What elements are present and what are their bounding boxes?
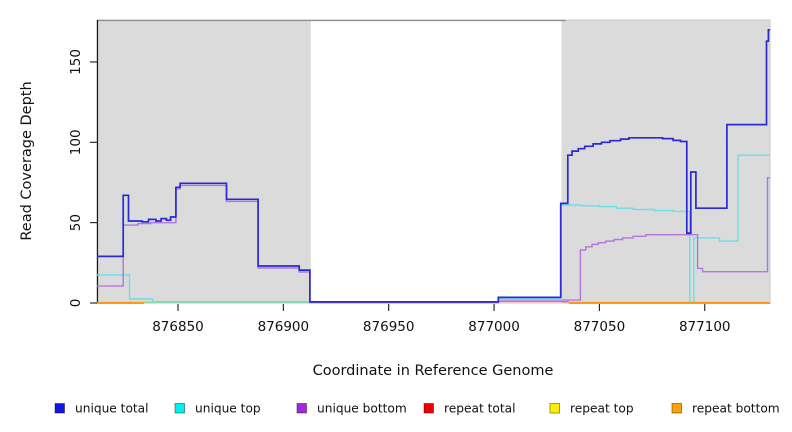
series-unique-total [97,28,771,303]
y-tick-label: 0 [68,299,84,308]
y-tick-label: 100 [68,129,84,155]
legend-label-unique-bottom: unique bottom [317,402,407,416]
x-tick-label: 876950 [363,319,415,335]
legend: unique total unique top unique bottom repea… [54,402,780,416]
x-tick-label: 877100 [679,319,731,335]
legend-label-unique-top: unique top [195,402,261,416]
legend-label-repeat-total: repeat total [444,402,515,416]
legend-swatch-repeat-bottom [671,403,682,414]
y-axis-title: Read Coverage Depth [19,81,35,240]
x-tick-label: 877000 [468,319,520,335]
legend-swatch-repeat-top [549,403,560,414]
x-tick-label: 876900 [258,319,310,335]
y-tick-label: 150 [68,49,84,75]
x-tick-label: 876850 [152,319,204,335]
gap-region [310,20,562,303]
legend-label-repeat-top: repeat top [570,402,634,416]
plot-area: 0 50 100 150 876850 876900 876950 877000 877050 8… [68,19,771,335]
legend-label-unique-total: unique total [75,402,149,416]
legend-item-repeat-bottom: repeat bottom [671,402,780,416]
series-group [97,28,771,304]
legend-swatch-unique-top [174,403,185,414]
legend-swatch-repeat-total [423,403,434,414]
x-tick-label: 877050 [574,319,626,335]
legend-label-repeat-bottom: repeat bottom [692,402,780,416]
legend-item-repeat-total: repeat total [423,402,515,416]
x-axis-title: Coordinate in Reference Genome [313,363,554,379]
legend-swatch-unique-total [54,403,65,414]
legend-item-unique-top: unique top [174,402,261,416]
y-tick-label: 50 [68,214,84,231]
legend-item-unique-bottom: unique bottom [296,402,407,416]
legend-item-unique-total: unique total [54,402,149,416]
legend-item-repeat-top: repeat top [549,402,634,416]
legend-swatch-unique-bottom [296,403,307,414]
